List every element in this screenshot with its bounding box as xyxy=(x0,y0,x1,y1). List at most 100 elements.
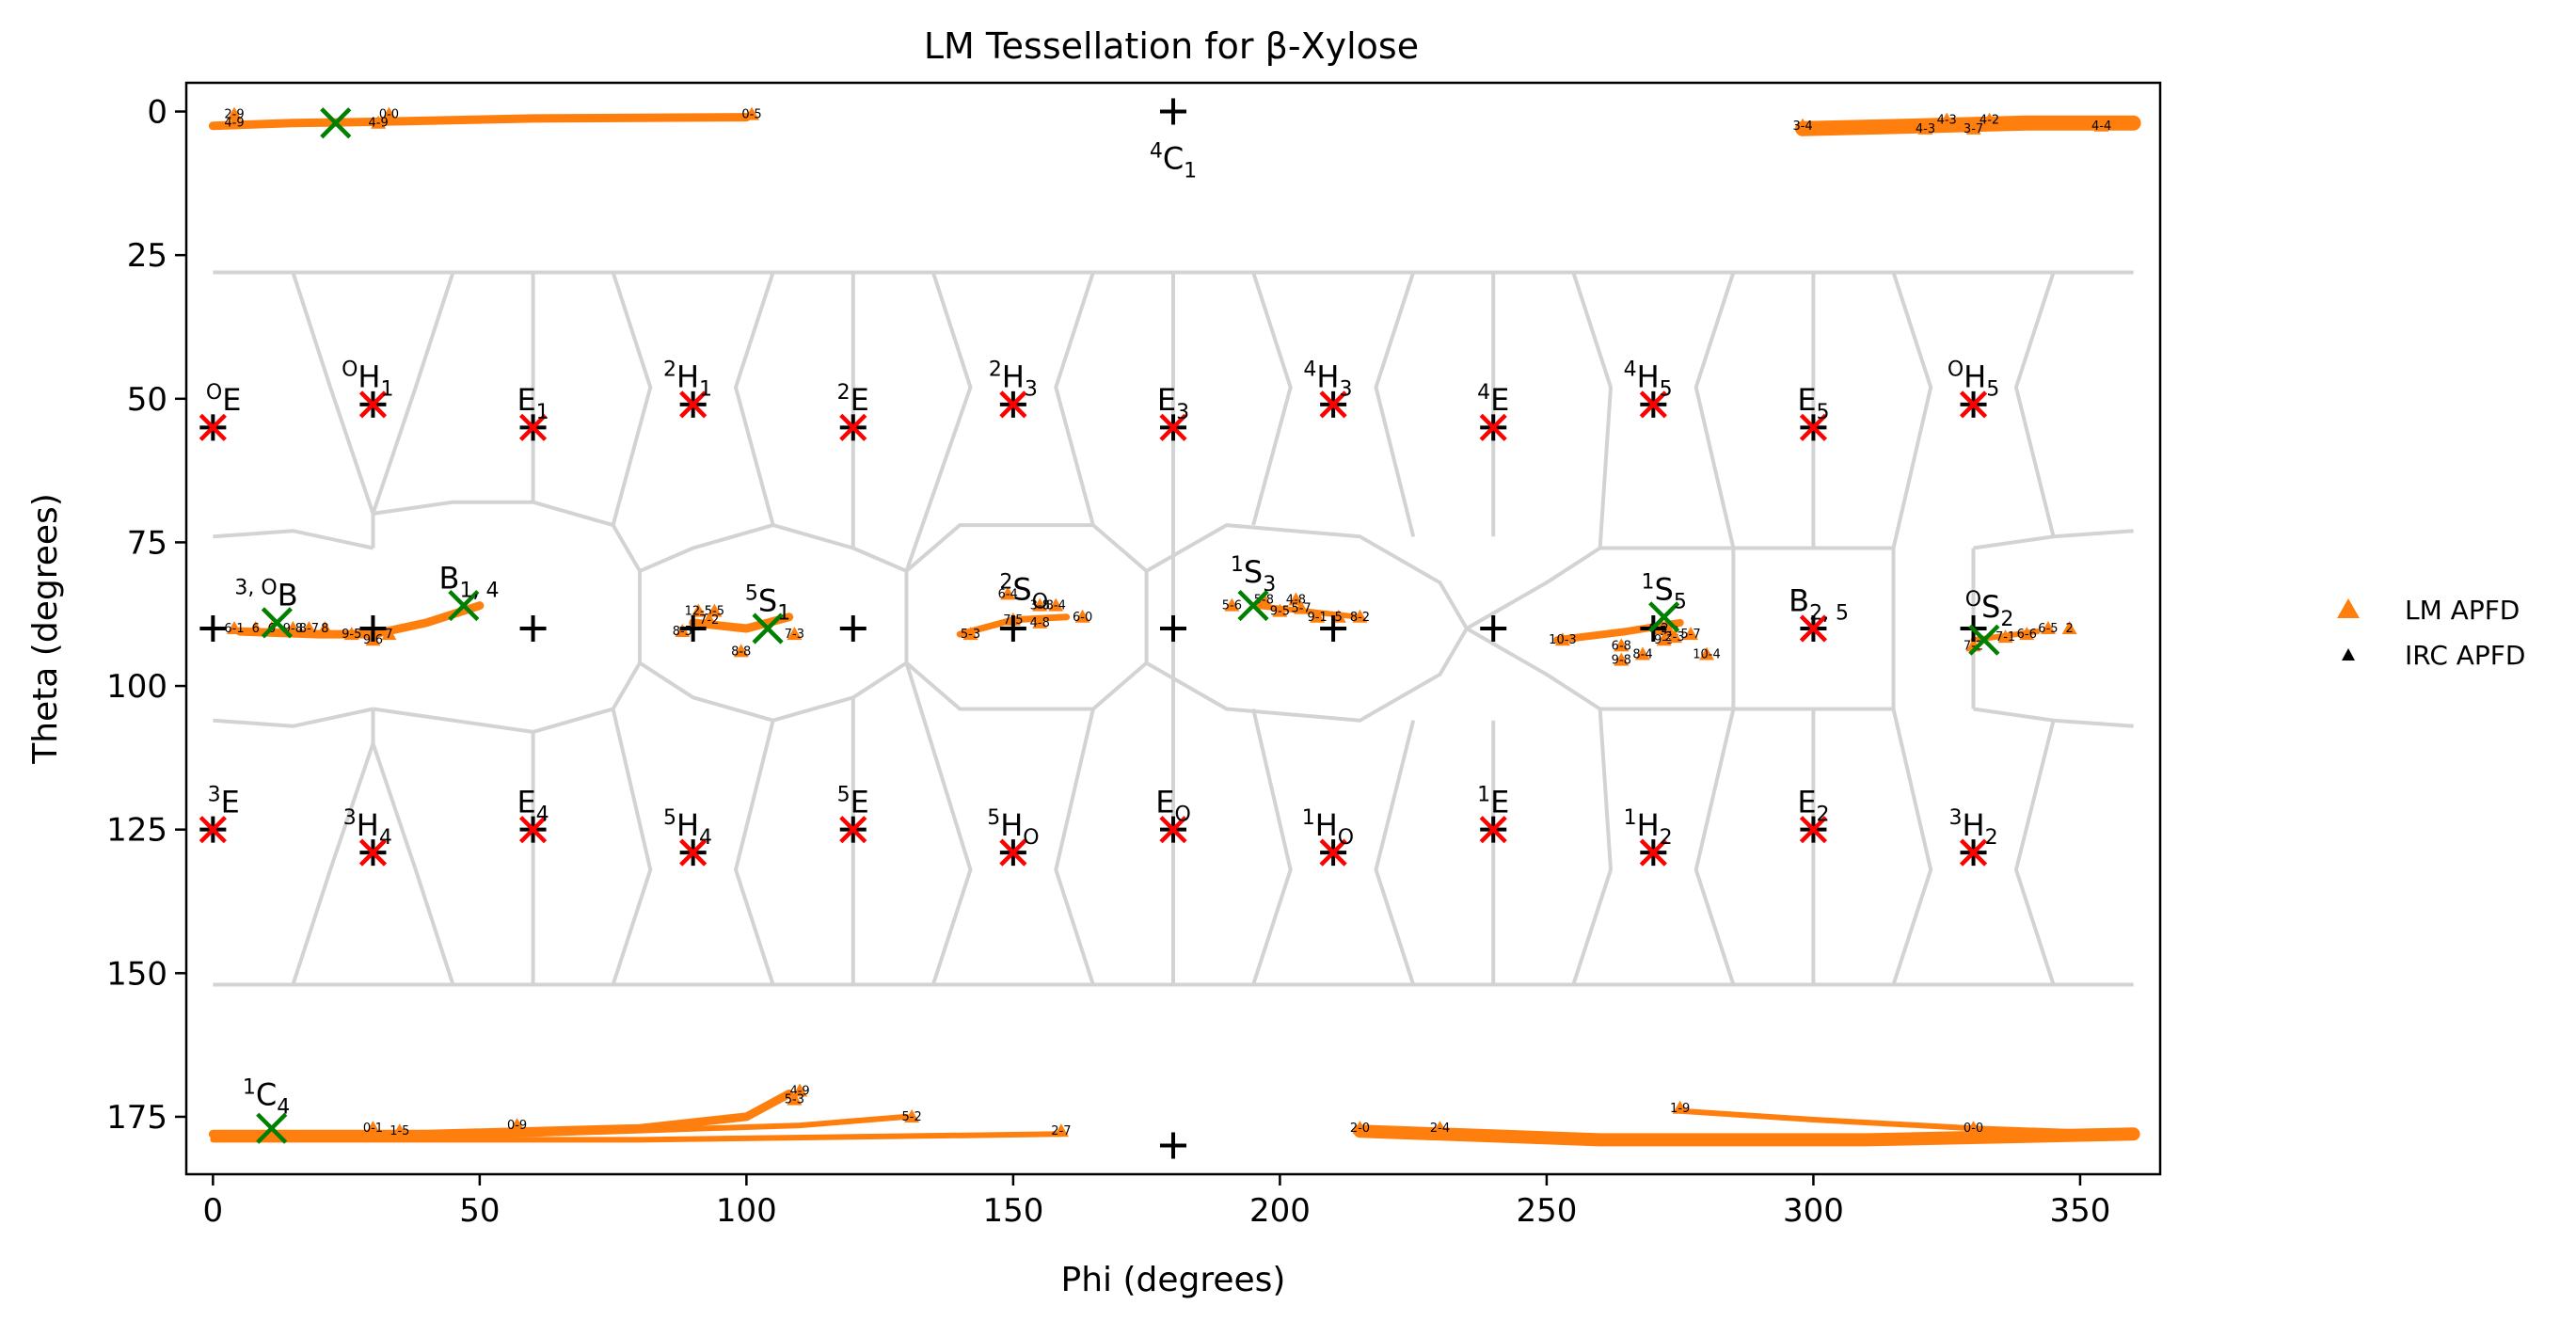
lm-apfd-point-28: 9-5 xyxy=(342,627,361,642)
lm-apfd-point-53: 6-8 xyxy=(1612,638,1631,653)
lm-apfd-marker xyxy=(365,1121,381,1135)
lm-apfd-point-66: 2 xyxy=(2061,621,2077,636)
cluster-center-20 xyxy=(1319,838,1347,867)
lm-apfd-marker xyxy=(1699,646,1715,660)
reference-point-19 xyxy=(999,615,1026,642)
pucker-label-30: 1E xyxy=(1477,783,1509,820)
cluster-center-8 xyxy=(1479,413,1507,441)
lm-apfd-point-52: 10-3 xyxy=(1549,632,1577,647)
lm-apfd-marker xyxy=(1965,1121,1981,1135)
pathway-point-0 xyxy=(320,107,352,139)
cluster-center-17 xyxy=(839,816,867,844)
lm-apfd-marker xyxy=(787,1091,803,1106)
lm-apfd-point-34: 7-2 xyxy=(699,612,719,628)
lm-apfd-label: 6 xyxy=(252,622,260,636)
tessellation-edge-23 xyxy=(734,720,775,986)
x-axis-ticks: 0 50 100 150 200 250 300 350 xyxy=(203,1174,2110,1230)
legend-entry-1: IRC APFD xyxy=(2342,640,2525,671)
pucker-label-23: 3H4 xyxy=(343,806,392,850)
cluster-center-5 xyxy=(999,390,1027,419)
cluster-center-6 xyxy=(1159,413,1187,441)
lm-apfd-label: 6-5 xyxy=(2038,622,2058,636)
cluster-center-10 xyxy=(1799,413,1828,441)
tessellation-edge-26 xyxy=(904,271,973,572)
lm-apfd-label: 1-9 xyxy=(1670,1102,1690,1116)
pucker-label-21: OS2 xyxy=(1965,588,2014,631)
lm-apfd-marker xyxy=(1795,118,1811,132)
lm-apfd-point-47: 9-5 xyxy=(1270,603,1290,619)
lm-path-6 xyxy=(1677,1107,2137,1138)
lm-apfd-marker xyxy=(1614,638,1630,652)
tessellation-edge-39 xyxy=(1374,720,1416,986)
tessellation-edge-54 xyxy=(1891,708,1933,986)
cluster-center-markers xyxy=(199,390,1988,867)
pucker-label-32: E2 xyxy=(1797,784,1829,826)
lm-apfd-point-63: 7-1 xyxy=(1996,629,2015,645)
legend-entry-0: LM APFD xyxy=(2337,595,2520,626)
pucker-label-8: E3 xyxy=(1157,382,1189,424)
reference-point-20 xyxy=(1160,615,1186,642)
lm-apfd-label: 1-5 xyxy=(390,1124,409,1138)
lm-apfd-point-37: 6-4 xyxy=(998,586,1018,601)
chart-title: LM Tessellation for β-Xylose xyxy=(924,25,1419,67)
lm-apfd-label: 7-3 xyxy=(785,628,804,642)
tessellation-edge-13 xyxy=(371,742,455,986)
lm-apfd-marker xyxy=(1294,600,1310,614)
tessellation-edge-50 xyxy=(1693,708,1736,986)
lm-apfd-label: 9-5 xyxy=(1270,605,1290,619)
cluster-center-14 xyxy=(358,838,388,867)
lm-apfd-point-16: 5-2 xyxy=(902,1108,922,1124)
lm-apfd-marker xyxy=(787,627,803,641)
lm-apfd-point-23: 6 xyxy=(247,621,263,636)
lm-apfd-marker xyxy=(1981,112,1997,126)
lm-path-11 xyxy=(1553,618,1684,645)
lm-apfd-point-38: 3-8 xyxy=(1030,597,1050,613)
lm-apfd-marker xyxy=(1939,112,1955,126)
pucker-label-22: 3E xyxy=(208,783,240,820)
lm-apfd-marker xyxy=(1614,652,1630,666)
lm-apfd-point-42: 6-0 xyxy=(1073,609,1092,625)
reference-point-22 xyxy=(1480,615,1507,642)
lm-apfd-marker xyxy=(904,1108,920,1122)
tessellation-edge-57 xyxy=(2013,720,2056,986)
lm-apfd-marker xyxy=(1000,586,1016,600)
lm-apfd-marker xyxy=(2093,118,2109,132)
pucker-label-9: 4H3 xyxy=(1303,358,1352,402)
tessellation-edge-16 xyxy=(611,271,653,526)
y-tick-label: 150 xyxy=(106,955,167,993)
pucker-label-1: 1C4 xyxy=(243,1076,290,1120)
x-tick-label: 150 xyxy=(982,1192,1043,1230)
lm-path-3 xyxy=(210,1113,910,1140)
lm-path-0 xyxy=(208,113,751,131)
legend-marker xyxy=(2342,648,2355,660)
y-axis-ticks: 0 25 50 75 100 125 150 175 xyxy=(106,94,186,1137)
pucker-label-12: E5 xyxy=(1797,382,1829,424)
pathway-point-2 xyxy=(261,607,293,639)
lm-apfd-marker xyxy=(744,106,760,120)
lm-apfd-label: 3-7 xyxy=(1964,122,1983,136)
y-tick-label: 75 xyxy=(127,524,167,562)
lm-apfd-marker xyxy=(691,603,707,617)
legend-marker xyxy=(2337,598,2360,618)
y-axis-title: Theta (degrees) xyxy=(26,493,65,765)
tessellation-edge-37 xyxy=(1145,627,1469,723)
lm-apfd-marker xyxy=(1965,120,1981,135)
lm-apfd-marker xyxy=(381,106,397,120)
lm-apfd-marker xyxy=(1432,1121,1448,1135)
lm-apfd-label: 7-1 xyxy=(1996,630,2015,645)
pucker-label-27: 5HO xyxy=(987,806,1039,850)
lm-apfd-marker xyxy=(2061,621,2077,634)
lm-apfd-point-3: 4-9 xyxy=(369,115,389,131)
x-tick-label: 200 xyxy=(1249,1192,1311,1230)
cluster-center-0 xyxy=(199,413,227,441)
x-axis-title: Phi (degrees) xyxy=(1061,1261,1286,1299)
lm-apfd-marker xyxy=(675,624,691,638)
lm-apfd-label: 5-3 xyxy=(785,1093,804,1107)
pucker-labels: 4C1 1C4 OE OH1 E1 2H1 2E 2H3 E3 4H3 4E 4H5 E5 OH5 3, O… xyxy=(206,140,2013,1120)
legend-label: LM APFD xyxy=(2405,595,2520,626)
lm-apfd-point-5: 3-4 xyxy=(1792,118,1813,134)
lm-apfd-marker xyxy=(733,644,749,658)
lm-apfd-point-44: 5-6 xyxy=(1222,597,1242,613)
y-tick-label: 125 xyxy=(106,812,167,850)
lm-apfd-point-59: 2-3 xyxy=(1664,629,1685,645)
